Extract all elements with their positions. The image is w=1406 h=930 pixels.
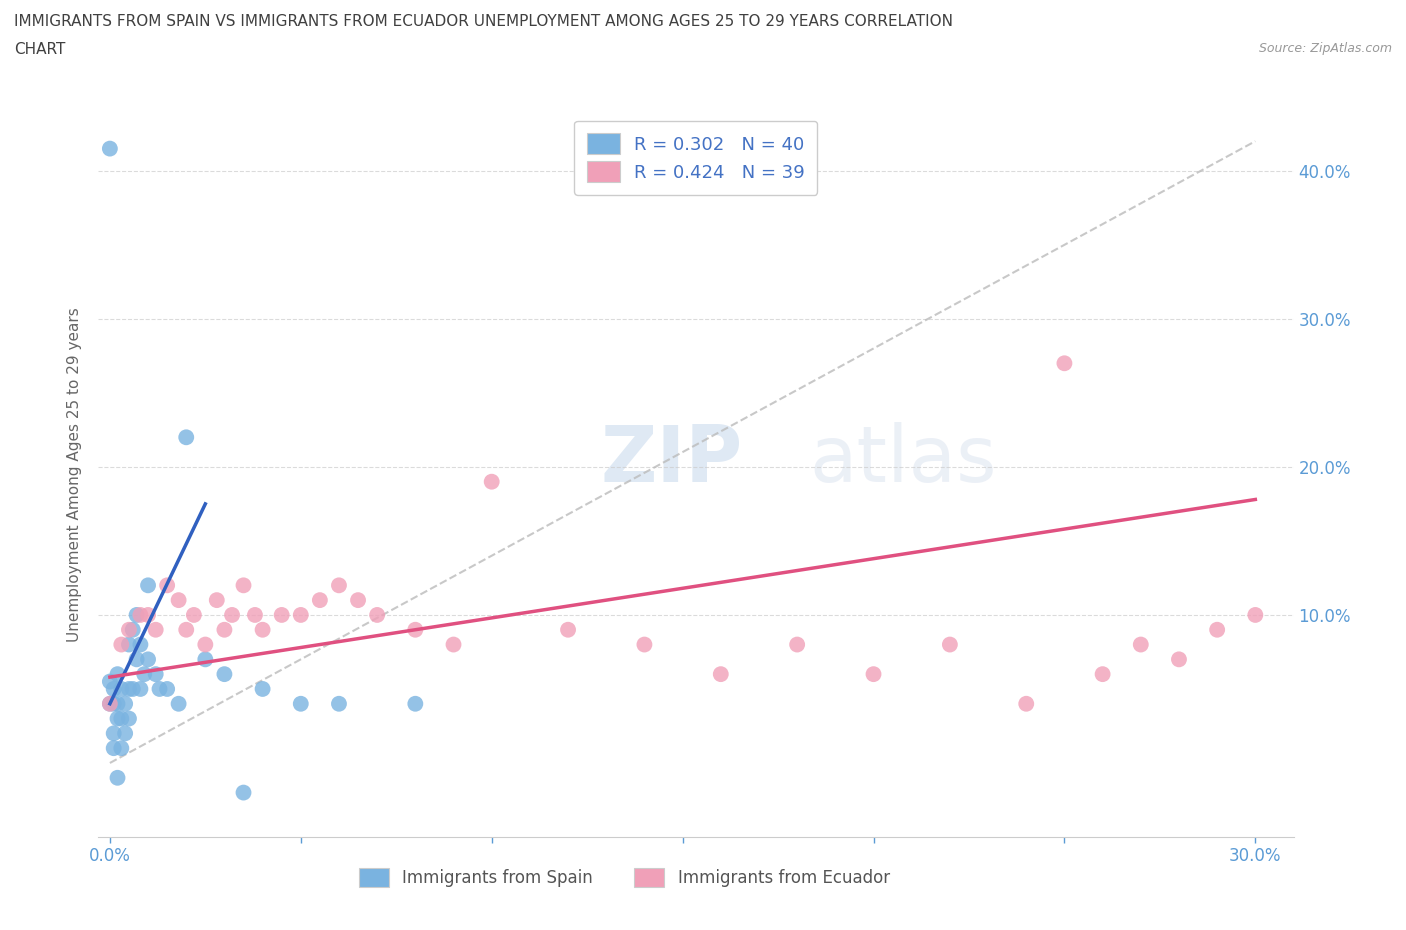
Point	[156, 682, 179, 697]
Point	[98, 141, 121, 156]
Point	[252, 622, 274, 637]
Point	[167, 592, 190, 607]
Point	[328, 697, 350, 711]
Point	[125, 607, 148, 622]
Point	[118, 622, 141, 637]
Point	[243, 607, 266, 622]
Point	[786, 637, 808, 652]
Point	[862, 667, 884, 682]
Point	[110, 711, 132, 726]
Point	[145, 622, 167, 637]
Point	[129, 607, 152, 622]
Point	[347, 592, 370, 607]
Point	[404, 622, 426, 637]
Point	[98, 697, 121, 711]
Point	[136, 652, 159, 667]
Point	[270, 607, 292, 622]
Point	[114, 697, 136, 711]
Point	[148, 682, 170, 697]
Point	[183, 607, 205, 622]
Point	[221, 607, 243, 622]
Y-axis label: Unemployment Among Ages 25 to 29 years: Unemployment Among Ages 25 to 29 years	[67, 307, 83, 642]
Point	[136, 607, 159, 622]
Point	[366, 607, 388, 622]
Point	[118, 637, 141, 652]
Legend: Immigrants from Spain, Immigrants from Ecuador: Immigrants from Spain, Immigrants from E…	[352, 861, 897, 894]
Point	[1244, 607, 1267, 622]
Point	[110, 740, 132, 755]
Point	[125, 652, 148, 667]
Point	[107, 697, 129, 711]
Point	[1206, 622, 1229, 637]
Point	[98, 674, 121, 689]
Point	[633, 637, 655, 652]
Point	[98, 697, 121, 711]
Point	[309, 592, 332, 607]
Point	[1091, 667, 1114, 682]
Text: atlas: atlas	[810, 422, 997, 498]
Point	[710, 667, 733, 682]
Point	[136, 578, 159, 592]
Point	[214, 667, 236, 682]
Point	[194, 652, 217, 667]
Point	[232, 578, 254, 592]
Point	[167, 697, 190, 711]
Point	[1129, 637, 1152, 652]
Point	[328, 578, 350, 592]
Point	[205, 592, 228, 607]
Point	[134, 667, 156, 682]
Point	[121, 622, 143, 637]
Point	[110, 637, 132, 652]
Point	[214, 622, 236, 637]
Point	[194, 637, 217, 652]
Point	[145, 667, 167, 682]
Point	[443, 637, 465, 652]
Point	[118, 682, 141, 697]
Point	[174, 622, 197, 637]
Point	[939, 637, 962, 652]
Text: Source: ZipAtlas.com: Source: ZipAtlas.com	[1258, 42, 1392, 55]
Point	[118, 711, 141, 726]
Point	[174, 430, 197, 445]
Point	[129, 637, 152, 652]
Point	[103, 697, 125, 711]
Point	[481, 474, 503, 489]
Point	[252, 682, 274, 697]
Text: CHART: CHART	[14, 42, 66, 57]
Point	[103, 682, 125, 697]
Point	[121, 682, 143, 697]
Text: ZIP: ZIP	[600, 422, 742, 498]
Point	[114, 726, 136, 741]
Point	[290, 697, 312, 711]
Text: IMMIGRANTS FROM SPAIN VS IMMIGRANTS FROM ECUADOR UNEMPLOYMENT AMONG AGES 25 TO 2: IMMIGRANTS FROM SPAIN VS IMMIGRANTS FROM…	[14, 14, 953, 29]
Point	[107, 667, 129, 682]
Point	[107, 770, 129, 785]
Point	[1015, 697, 1038, 711]
Point	[557, 622, 579, 637]
Point	[110, 682, 132, 697]
Point	[156, 578, 179, 592]
Point	[232, 785, 254, 800]
Point	[290, 607, 312, 622]
Point	[103, 726, 125, 741]
Point	[103, 740, 125, 755]
Point	[129, 682, 152, 697]
Point	[404, 697, 426, 711]
Point	[1053, 356, 1076, 371]
Point	[1168, 652, 1191, 667]
Point	[107, 711, 129, 726]
